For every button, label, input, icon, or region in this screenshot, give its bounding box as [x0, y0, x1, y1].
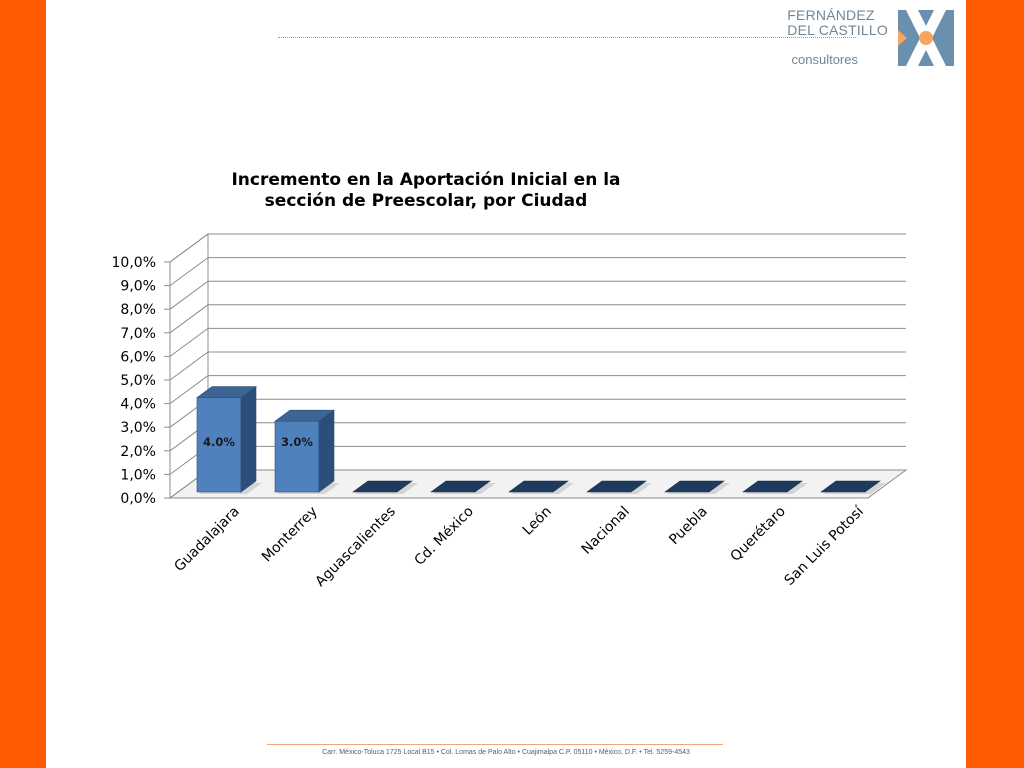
- x-tick-label: Cd. México: [411, 504, 476, 569]
- brand-line-1: FERNÁNDEZ: [787, 7, 875, 23]
- x-logo-icon: [898, 10, 954, 66]
- data-label: 3.0%: [281, 435, 313, 449]
- chart-title: Incremento en la Aportación Inicial en l…: [216, 170, 636, 212]
- gridline: [169, 257, 906, 287]
- bar: [664, 480, 725, 493]
- gridline: [169, 351, 906, 381]
- x-tick-label: San Luis Potosí: [782, 503, 868, 589]
- data-label: 4.0%: [203, 435, 235, 449]
- gridline: [169, 233, 906, 263]
- bar: [586, 480, 647, 493]
- brand-line-2: DEL CASTILLO: [787, 22, 888, 38]
- footer-address: Carr. México-Toluca 1725 Local B15 • Col…: [322, 749, 690, 756]
- gridline: [169, 327, 906, 357]
- brand-name: FERNÁNDEZ DEL CASTILLO: [787, 8, 888, 38]
- x-tick-label: Aguascalientes: [312, 504, 398, 590]
- bar-top: [274, 409, 335, 422]
- x-tick-label: Guadalajara: [171, 504, 242, 575]
- y-tick-label: 6,0%: [120, 349, 156, 365]
- y-tick-label: 2,0%: [120, 444, 156, 460]
- gridline: [169, 375, 906, 405]
- x-tick-label: Puebla: [666, 504, 711, 549]
- x-tick-label: León: [520, 504, 555, 539]
- gridline: [169, 304, 906, 334]
- chart-title-line-1: Incremento en la Aportación Inicial en l…: [231, 170, 621, 190]
- bar: [820, 480, 881, 493]
- x-tick-label: Monterrey: [259, 504, 321, 566]
- bar: [352, 480, 413, 493]
- bar: [508, 480, 569, 493]
- y-tick-label: 8,0%: [120, 302, 156, 318]
- x-tick-label: Nacional: [579, 504, 633, 558]
- y-tick-label: 1,0%: [120, 467, 156, 483]
- chart-title-line-2: sección de Preescolar, por Ciudad: [264, 191, 588, 211]
- slide: FERNÁNDEZ DEL CASTILLO consultores Incre…: [46, 0, 966, 768]
- brand-subtitle: consultores: [791, 52, 858, 67]
- y-tick-label: 10,0%: [112, 255, 156, 271]
- y-tick-label: 4,0%: [120, 397, 156, 413]
- gridline: [169, 280, 906, 310]
- bar: [196, 397, 242, 493]
- footer-divider: [267, 744, 723, 745]
- x-tick-label: Querétaro: [728, 504, 789, 565]
- y-tick-label: 5,0%: [120, 373, 156, 389]
- bar-side: [240, 386, 257, 493]
- bar-top: [196, 386, 257, 398]
- bar-side: [318, 409, 335, 493]
- bar: [430, 480, 491, 493]
- y-tick-label: 3,0%: [120, 420, 156, 436]
- y-tick-label: 0,0%: [120, 491, 156, 507]
- bar-chart: 0,0% 1,0% 2,0% 3,0% 4,0% 5,0% 6,0% 7,0% 8,0% 9,0%…: [112, 233, 908, 590]
- bar: [274, 420, 320, 493]
- y-tick-label: 7,0%: [120, 326, 156, 342]
- bar: [742, 480, 803, 493]
- y-tick-label: 9,0%: [120, 279, 156, 295]
- header-divider: [278, 37, 856, 38]
